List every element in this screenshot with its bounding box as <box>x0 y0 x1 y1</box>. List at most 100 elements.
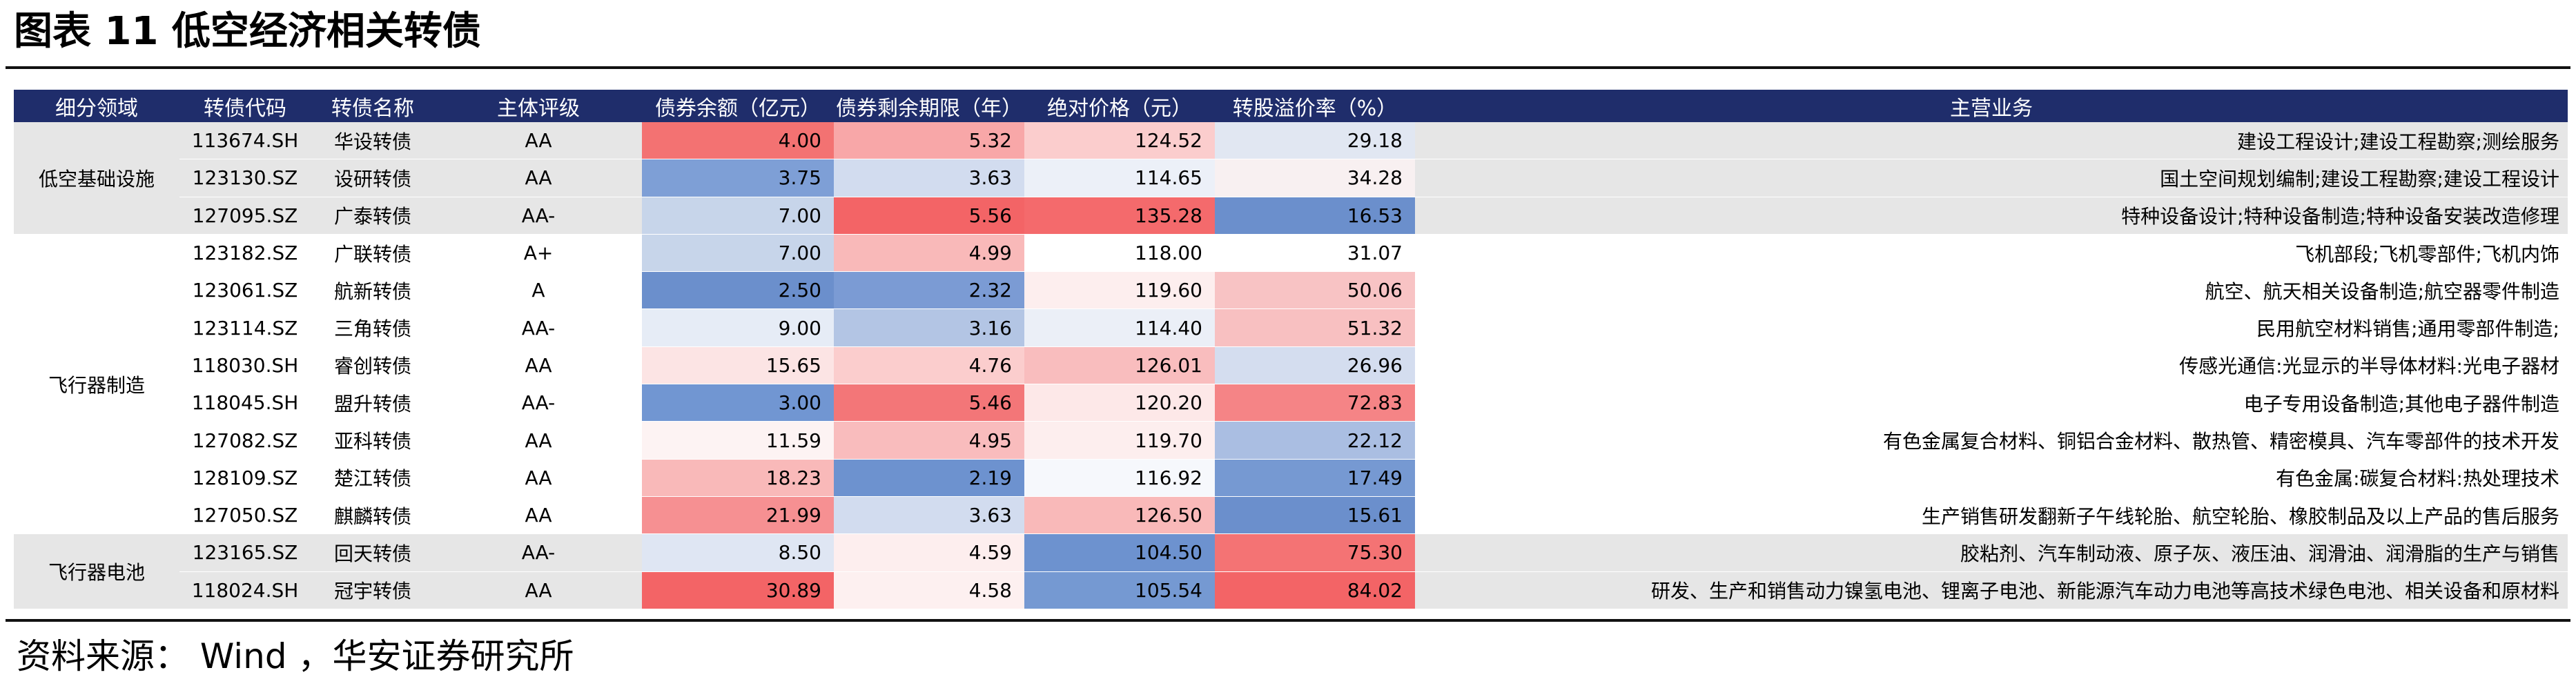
business-cell: 有色金属:碳复合材料:热处理技术 <box>1415 459 2568 497</box>
price-cell: 120.20 <box>1024 384 1215 422</box>
column-header: 主营业务 <box>1415 90 2568 122</box>
price-cell: 118.00 <box>1024 234 1215 273</box>
bond-name-cell: 回天转债 <box>311 533 435 572</box>
term-cell: 4.59 <box>834 533 1024 572</box>
rating-cell: AA <box>435 159 642 197</box>
bond-code-cell: 118045.SH <box>179 384 311 422</box>
table-row: 飞行器制造 123182.SZ 广联转债 A+ 7.00 4.99 118.00 31.07 飞… <box>14 234 2568 535</box>
bond-code-cell: 127082.SZ <box>179 421 311 460</box>
column-header: 债券余额（亿元） <box>642 90 834 122</box>
bond-name-cell: 广联转债 <box>311 234 435 273</box>
rating-cell: AA <box>435 346 642 385</box>
bond-name-cell: 盟升转债 <box>311 384 435 422</box>
bond-code-cell: 127050.SZ <box>179 496 311 535</box>
term-cell: 3.16 <box>834 308 1024 347</box>
premium-cell: 72.83 <box>1215 384 1415 422</box>
bond-code-cell: 118024.SH <box>179 571 311 609</box>
table-row: 123061.SZ 航新转债 A 2.50 2.32 119.60 50.06 航空、航天相关… <box>14 271 2568 310</box>
business-cell: 飞机部段;飞机零部件;飞机内饰 <box>1415 234 2568 273</box>
term-cell: 3.63 <box>834 496 1024 535</box>
rating-cell: A+ <box>435 234 642 273</box>
column-header: 债券剩余期限（年） <box>834 90 1024 122</box>
rating-cell: AA- <box>435 197 642 235</box>
bond-name-cell: 楚江转债 <box>311 459 435 497</box>
table-row: 118045.SH 盟升转债 AA- 3.00 5.46 120.20 72.83 电子专用设… <box>14 384 2568 422</box>
source-note: 资料来源： Wind ，华安证券研究所 <box>17 636 574 676</box>
table-row: 123130.SZ 设研转债 AA 3.75 3.63 114.65 34.28 国土空间规划… <box>14 159 2568 197</box>
business-cell: 民用航空材料销售;通用零部件制造; <box>1415 308 2568 347</box>
balance-cell: 7.00 <box>642 234 834 273</box>
balance-cell: 9.00 <box>642 308 834 347</box>
term-cell: 5.56 <box>834 197 1024 235</box>
balance-cell: 7.00 <box>642 197 834 235</box>
bond-code-cell: 128109.SZ <box>179 459 311 497</box>
term-cell: 5.46 <box>834 384 1024 422</box>
balance-cell: 3.75 <box>642 159 834 197</box>
rating-cell: AA- <box>435 384 642 422</box>
bond-name-cell: 航新转债 <box>311 271 435 310</box>
bond-name-cell: 冠宇转债 <box>311 571 435 609</box>
bond-code-cell: 123165.SZ <box>179 533 311 572</box>
rating-cell: A <box>435 271 642 310</box>
price-cell: 135.28 <box>1024 197 1215 235</box>
term-cell: 3.63 <box>834 159 1024 197</box>
business-cell: 建设工程设计;建设工程勘察;测绘服务 <box>1415 122 2568 160</box>
table-row: 128109.SZ 楚江转债 AA 18.23 2.19 116.92 17.49 有色金属:… <box>14 459 2568 497</box>
balance-cell: 30.89 <box>642 571 834 609</box>
column-header: 转股溢价率（%） <box>1215 90 1415 122</box>
bond-code-cell: 123114.SZ <box>179 308 311 347</box>
premium-cell: 31.07 <box>1215 234 1415 273</box>
term-cell: 4.95 <box>834 421 1024 460</box>
sector-cell: 飞行器制造 <box>14 234 179 535</box>
premium-cell: 22.12 <box>1215 421 1415 460</box>
balance-cell: 2.50 <box>642 271 834 310</box>
rating-cell: AA- <box>435 308 642 347</box>
premium-cell: 15.61 <box>1215 496 1415 535</box>
premium-cell: 34.28 <box>1215 159 1415 197</box>
header-row: 细分领域 转债代码 转债名称 主体评级 债券余额（亿元） 债券剩余期限（年） 绝对价格（元）… <box>14 90 2568 122</box>
bond-name-cell: 设研转债 <box>311 159 435 197</box>
business-cell: 电子专用设备制造;其他电子器件制造 <box>1415 384 2568 422</box>
column-header: 主体评级 <box>435 90 642 122</box>
bottom-rule <box>6 619 2570 622</box>
table-row: 123114.SZ 三角转债 AA- 9.00 3.16 114.40 51.32 民用航空材… <box>14 308 2568 347</box>
balance-cell: 21.99 <box>642 496 834 535</box>
figure-title: 图表 11 低空经济相关转债 <box>14 9 481 54</box>
price-cell: 119.60 <box>1024 271 1215 310</box>
balance-cell: 3.00 <box>642 384 834 422</box>
business-cell: 国土空间规划编制;建设工程勘察;建设工程设计 <box>1415 159 2568 197</box>
bond-name-cell: 三角转债 <box>311 308 435 347</box>
term-cell: 4.99 <box>834 234 1024 273</box>
premium-cell: 50.06 <box>1215 271 1415 310</box>
premium-cell: 17.49 <box>1215 459 1415 497</box>
price-cell: 104.50 <box>1024 533 1215 572</box>
bond-name-cell: 睿创转债 <box>311 346 435 385</box>
term-cell: 4.58 <box>834 571 1024 609</box>
bond-name-cell: 华设转债 <box>311 122 435 160</box>
price-cell: 105.54 <box>1024 571 1215 609</box>
price-cell: 119.70 <box>1024 421 1215 460</box>
table-row: 118024.SH 冠宇转债 AA 30.89 4.58 105.54 84.02 研发、生产… <box>14 571 2568 609</box>
bond-code-cell: 118030.SH <box>179 346 311 385</box>
bond-code-cell: 127095.SZ <box>179 197 311 235</box>
premium-cell: 75.30 <box>1215 533 1415 572</box>
balance-cell: 15.65 <box>642 346 834 385</box>
term-cell: 2.19 <box>834 459 1024 497</box>
business-cell: 生产销售研发翻新子午线轮胎、航空轮胎、橡胶制品及以上产品的售后服务 <box>1415 496 2568 535</box>
bond-name-cell: 亚科转债 <box>311 421 435 460</box>
column-header: 转债名称 <box>311 90 435 122</box>
price-cell: 124.52 <box>1024 122 1215 160</box>
column-header: 细分领域 <box>14 90 179 122</box>
price-cell: 114.40 <box>1024 308 1215 347</box>
top-rule <box>6 66 2570 69</box>
bond-name-cell: 广泰转债 <box>311 197 435 235</box>
rating-cell: AA- <box>435 533 642 572</box>
table-row: 127082.SZ 亚科转债 AA 11.59 4.95 119.70 22.12 有色金属复… <box>14 421 2568 460</box>
bond-code-cell: 123061.SZ <box>179 271 311 310</box>
rating-cell: AA <box>435 421 642 460</box>
bond-code-cell: 123130.SZ <box>179 159 311 197</box>
table-row: 低空基础设施 113674.SH 华设转债 AA 4.00 5.32 124.52 29.18… <box>14 122 2568 235</box>
price-cell: 126.01 <box>1024 346 1215 385</box>
premium-cell: 84.02 <box>1215 571 1415 609</box>
business-cell: 特种设备设计;特种设备制造;特种设备安装改造修理 <box>1415 197 2568 235</box>
